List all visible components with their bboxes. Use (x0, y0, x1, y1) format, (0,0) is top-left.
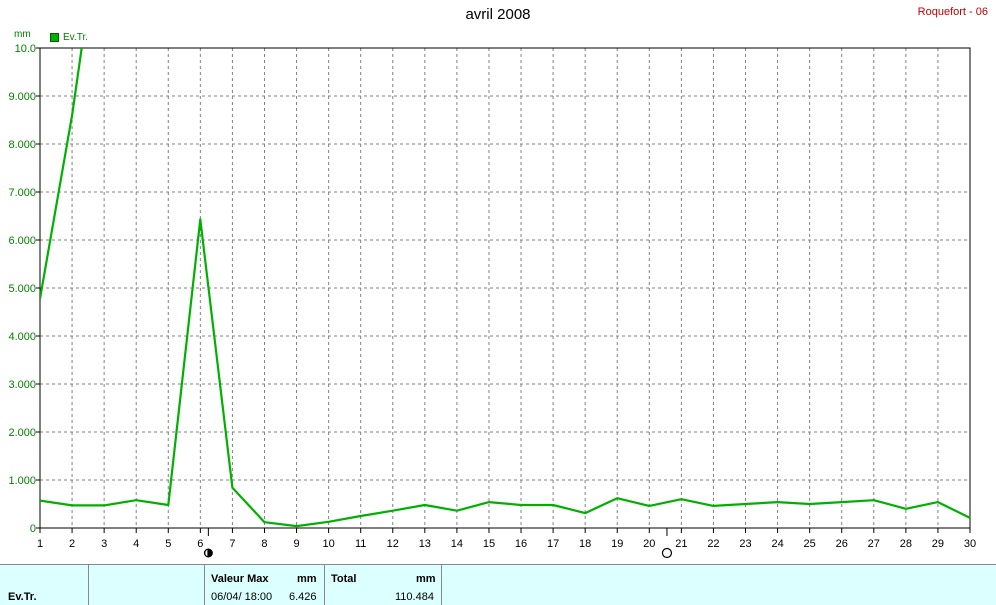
series-line-1 (40, 48, 83, 299)
legend-swatch (50, 33, 59, 42)
x-tick-label: 15 (483, 538, 495, 550)
legend: Ev.Tr. (50, 32, 88, 43)
legend-label: Ev.Tr. (63, 32, 88, 43)
max-header: Valeur Max (211, 573, 269, 585)
x-tick-label: 22 (707, 538, 719, 550)
x-tick-label: 20 (643, 538, 655, 550)
x-tick-label: 16 (515, 538, 527, 550)
x-tick-label: 7 (229, 538, 235, 550)
x-tick-label: 2 (69, 538, 75, 550)
max-unit: mm (297, 573, 317, 585)
x-tick-label: 21 (675, 538, 687, 550)
x-tick-label: 9 (293, 538, 299, 550)
x-tick-label: 14 (451, 538, 463, 550)
y-axis-unit: mm (14, 29, 31, 40)
x-tick-label: 30 (964, 538, 976, 550)
y-tick-label: 7.000 (8, 187, 36, 199)
y-tick-label: 3.000 (8, 379, 36, 391)
y-tick-label: 8.000 (8, 139, 36, 151)
x-tick-label: 23 (739, 538, 751, 550)
x-tick-label: 24 (771, 538, 783, 550)
y-tick-label: 6.000 (8, 235, 36, 247)
summary-total-cell: Total mm 110.484 (325, 565, 442, 605)
x-tick-label: 25 (804, 538, 816, 550)
y-tick-label: 1.000 (8, 475, 36, 487)
total-header: Total (331, 573, 357, 585)
station-name: Roquefort - 06 (917, 6, 988, 18)
full-moon-highlight (205, 550, 208, 556)
x-tick-label: 18 (579, 538, 591, 550)
summary-empty-cell (89, 565, 205, 605)
x-tick-label: 28 (900, 538, 912, 550)
y-tick-label: 5.000 (8, 283, 36, 295)
summary-panel: Ev.Tr. Valeur Max mm 06/04/ 18:00 6.426 … (0, 564, 996, 605)
summary-max-cell: Valeur Max mm 06/04/ 18:00 6.426 (205, 565, 325, 605)
total-value: 110.484 (395, 591, 434, 603)
max-date: 06/04/ 18:00 (211, 591, 273, 603)
new-moon-icon (661, 547, 673, 559)
x-tick-label: 12 (387, 538, 399, 550)
y-tick-label: 0 (30, 523, 36, 535)
x-tick-label: 13 (419, 538, 431, 550)
series-line-0 (40, 218, 971, 528)
x-tick-label: 4 (133, 538, 139, 550)
plot-frame (39, 47, 971, 529)
total-unit: mm (416, 573, 436, 585)
x-tick-label: 29 (932, 538, 944, 550)
y-tick-label: 4.000 (8, 331, 36, 343)
x-tick-label: 26 (836, 538, 848, 550)
x-tick-label: 17 (547, 538, 559, 550)
y-tick-label: 9.000 (8, 91, 36, 103)
summary-series-cell: Ev.Tr. (0, 565, 89, 605)
y-tick-label: 10.0 (15, 43, 36, 55)
x-tick-label: 10 (322, 538, 334, 550)
x-tick-label: 6 (197, 538, 203, 550)
max-value: 6.426 (289, 591, 317, 603)
x-tick-label: 3 (101, 538, 107, 550)
chart-canvas: 1 2 3 4 5 6 7 8 9 10 11 12 13 14 15 16 17 18 19 20 21 22 23 24 2… (8, 43, 976, 559)
x-tick-label: 1 (37, 538, 43, 550)
x-tick-label: 19 (611, 538, 623, 550)
x-tick-label: 27 (868, 538, 880, 550)
x-tick-label: 5 (165, 538, 171, 550)
summary-series-label: Ev.Tr. (8, 591, 37, 603)
chart-title: avril 2008 (465, 6, 531, 23)
x-tick-label: 11 (355, 538, 366, 550)
y-tick-label: 2.000 (8, 427, 36, 439)
x-tick-label: 8 (261, 538, 267, 550)
